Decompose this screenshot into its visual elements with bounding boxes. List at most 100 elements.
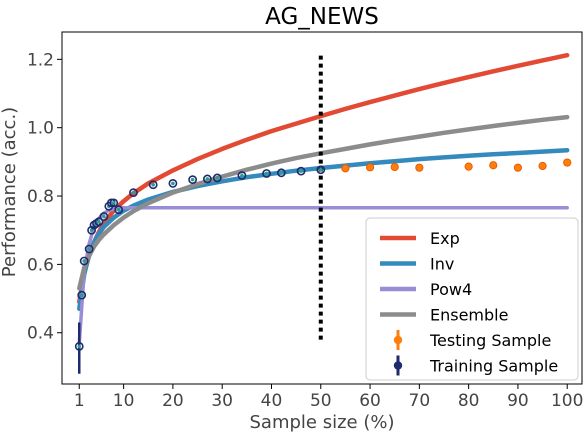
- testing-point: [390, 162, 399, 172]
- training-point-dot: [82, 259, 86, 263]
- training-point-dot: [240, 173, 244, 178]
- training-point: [99, 212, 109, 221]
- legend-label: Training Sample: [429, 357, 558, 376]
- x-tick-label: 40: [261, 391, 283, 411]
- training-point-ring: [77, 290, 87, 300]
- x-tick-label: 100: [551, 391, 583, 411]
- x-tick-label: 90: [507, 391, 529, 411]
- training-point: [114, 205, 124, 215]
- legend-entry-pow4: Pow4: [380, 280, 472, 299]
- training-point-dot: [111, 201, 116, 205]
- legend-label: Testing Sample: [429, 331, 551, 350]
- training-point-ring: [87, 225, 96, 235]
- training-point-dot: [102, 214, 106, 219]
- training-point: [188, 175, 198, 185]
- training-point-dot: [279, 171, 284, 175]
- chart-title: AG_NEWS: [265, 4, 379, 30]
- training-point: [74, 342, 84, 351]
- testing-point: [489, 161, 498, 170]
- testing-point: [538, 161, 547, 171]
- legend-entry-ensemble: Ensemble: [380, 306, 508, 325]
- y-tick-label: 0.6: [27, 255, 54, 275]
- x-tick-label: 70: [409, 391, 431, 411]
- series-line-ensemble: [77, 114, 570, 291]
- training-point-dot: [318, 167, 323, 172]
- training-point-ring: [114, 205, 124, 215]
- training-point-dot: [299, 169, 303, 173]
- training-point-dot: [79, 293, 84, 297]
- training-point: [84, 244, 94, 254]
- training-point-ring: [79, 256, 89, 266]
- legend-swatch-marker: [393, 361, 403, 370]
- training-point-ring: [99, 212, 109, 221]
- training-point-ring: [203, 174, 212, 184]
- training-point-dot: [89, 228, 94, 233]
- y-tick-label: 1.0: [27, 119, 54, 139]
- training-point-ring: [84, 244, 94, 254]
- training-point-dot: [116, 207, 121, 212]
- training-point-dot: [131, 190, 136, 195]
- training-point: [237, 171, 247, 180]
- training-point-dot: [97, 219, 101, 224]
- legend-label: Ensemble: [430, 306, 508, 325]
- y-tick-label: 0.4: [27, 324, 54, 344]
- legend: Exp Inv Pow4 Ensemble Testing Sample Training…: [365, 217, 579, 381]
- legend-label: Pow4: [430, 280, 472, 299]
- training-point-ring: [188, 175, 198, 185]
- training-point-dot: [87, 247, 91, 251]
- testing-point: [365, 163, 375, 172]
- x-tick-label: 80: [458, 391, 480, 411]
- plot-area: [74, 52, 572, 374]
- training-point: [79, 256, 89, 266]
- legend-entry-testing-sample: Testing Sample: [393, 330, 551, 350]
- legend-label: Exp: [430, 229, 460, 248]
- training-point-ring: [148, 180, 158, 190]
- training-point-ring: [316, 165, 326, 175]
- legend-swatch-marker: [393, 335, 403, 345]
- training-point-ring: [109, 198, 119, 208]
- axes-frame: [61, 31, 583, 385]
- y-tick-label: 1.2: [27, 50, 54, 70]
- training-point-dot: [264, 171, 269, 176]
- training-point-ring: [74, 342, 84, 351]
- testing-point: [513, 163, 523, 172]
- testing-point: [415, 163, 424, 172]
- training-point: [296, 166, 306, 176]
- x-tick-label: 30: [211, 391, 233, 411]
- training-point: [316, 165, 326, 175]
- training-point: [168, 178, 178, 188]
- training-point: [77, 290, 87, 300]
- x-axis-label: Sample size (%): [250, 412, 395, 433]
- training-point-ring: [276, 168, 286, 178]
- legend-entry-training-sample: Training Sample: [393, 355, 558, 376]
- training-point-dot: [215, 176, 220, 180]
- training-point-dot: [171, 181, 175, 186]
- training-point: [212, 173, 222, 183]
- axes: 1 10 20 30 40 50 60 70 80 90 100 0.4 0.6 0.8 1.0 1.2: [27, 31, 583, 411]
- training-point: [94, 217, 104, 227]
- training-point-dot: [190, 177, 195, 182]
- legend-box: [365, 217, 579, 381]
- training-point: [262, 169, 271, 178]
- legend-entry-inv: Inv: [380, 255, 454, 274]
- testing-point: [341, 164, 350, 173]
- training-point: [203, 174, 212, 184]
- training-point-dot: [77, 344, 82, 349]
- x-tick-label: 10: [113, 391, 135, 411]
- training-point: [148, 180, 158, 190]
- training-point: [276, 168, 286, 178]
- x-tick-label: 20: [162, 391, 184, 411]
- training-point-dot: [151, 182, 155, 187]
- y-axis-label: Performance (acc.): [0, 107, 20, 277]
- training-point-ring: [296, 166, 306, 176]
- training-point-ring: [237, 171, 247, 180]
- training-point: [109, 198, 119, 208]
- training-point-dot: [205, 177, 210, 181]
- training-point-ring: [212, 173, 222, 183]
- legend-entry-exp: Exp: [380, 229, 460, 248]
- x-tick-label: 60: [359, 391, 381, 411]
- training-point-ring: [94, 217, 104, 227]
- training-point: [129, 188, 138, 198]
- testing-point: [464, 162, 473, 171]
